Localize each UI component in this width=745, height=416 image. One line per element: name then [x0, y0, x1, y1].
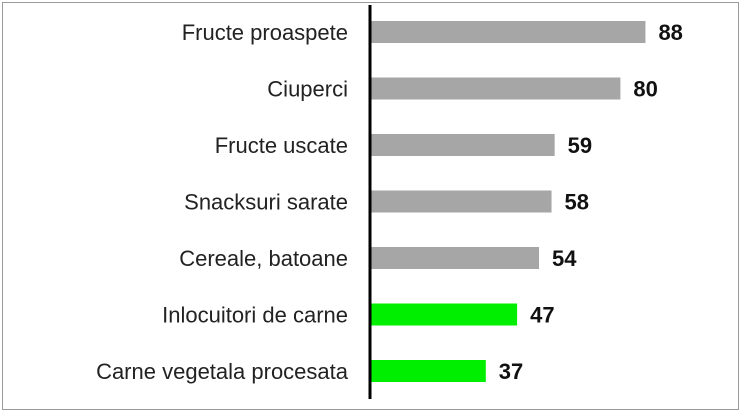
bar-4 [370, 247, 539, 269]
value-label-3: 58 [565, 190, 589, 215]
value-label-0: 88 [658, 20, 682, 45]
bar-2 [370, 134, 555, 156]
value-label-5: 47 [530, 303, 554, 328]
category-label-0: Fructe proaspete [182, 20, 348, 45]
value-label-1: 80 [633, 77, 657, 102]
bar-5 [370, 304, 517, 326]
value-label-2: 59 [568, 133, 592, 158]
bar-1 [370, 78, 620, 100]
category-label-3: Snacksuri sarate [184, 190, 348, 215]
category-label-6: Carne vegetala procesata [96, 359, 349, 384]
bars-layer [370, 21, 645, 382]
bar-3 [370, 191, 552, 213]
value-label-6: 37 [499, 359, 523, 384]
category-label-2: Fructe uscate [215, 133, 348, 158]
category-label-4: Cereale, batoane [179, 246, 348, 271]
bar-0 [370, 21, 645, 43]
category-label-5: Inlocuitori de carne [162, 303, 348, 328]
category-label-1: Ciuperci [267, 77, 348, 102]
bar-6 [370, 360, 486, 382]
value-label-4: 54 [552, 246, 577, 271]
